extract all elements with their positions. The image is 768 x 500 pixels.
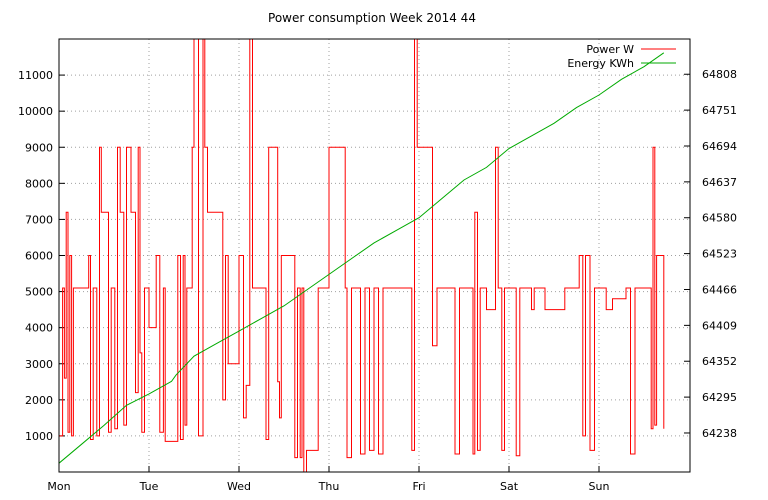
y-left-tick-label: 8000 — [25, 177, 53, 190]
x-tick-label: Thu — [318, 480, 340, 493]
y-right-tick-label: 64238 — [702, 427, 737, 440]
x-tick-label: Wed — [227, 480, 251, 493]
y-left-tick-label: 9000 — [25, 141, 53, 154]
y-right-tick-label: 64808 — [702, 68, 737, 81]
y-right-tick-label: 64523 — [702, 248, 737, 261]
y-left-tick-label: 6000 — [25, 250, 53, 263]
y-right-axis: 64238 64295 64352 64409 64466 64523 64580 64637… — [684, 68, 737, 440]
chart-title: Power consumption Week 2014 44 — [268, 11, 476, 25]
y-right-tick-label: 64580 — [702, 212, 737, 225]
y-left-tick-label: 3000 — [25, 358, 53, 371]
y-left-tick-label: 1000 — [25, 430, 53, 443]
y-right-tick-label: 64694 — [702, 140, 737, 153]
x-axis: Mon Tue Wed Thu Fri Sat Sun — [47, 466, 609, 493]
legend-label-power: Power W — [586, 43, 634, 56]
series-energy-line — [58, 52, 665, 464]
y-left-tick-label: 5000 — [25, 286, 53, 299]
y-left-tick-label: 2000 — [25, 394, 53, 407]
y-right-tick-label: 64637 — [702, 176, 737, 189]
y-right-tick-label: 64295 — [702, 391, 737, 404]
y-left-tick-label: 11000 — [18, 69, 53, 82]
y-right-tick-label: 64352 — [702, 355, 737, 368]
x-tick-label: Fri — [412, 480, 425, 493]
y-right-tick-label: 64409 — [702, 319, 737, 332]
y-left-tick-label: 4000 — [25, 322, 53, 335]
series-power-line — [59, 38, 665, 473]
y-left-tick-label: 7000 — [25, 213, 53, 226]
y-right-tick-label: 64751 — [702, 104, 737, 117]
legend: Power W Energy KWh — [567, 43, 676, 70]
plot-frame — [58, 38, 691, 473]
x-tick-label: Mon — [47, 480, 70, 493]
y-right-tick-label: 64466 — [702, 283, 737, 296]
x-tick-label: Tue — [139, 480, 159, 493]
y-left-tick-label: 10000 — [18, 105, 53, 118]
legend-label-energy: Energy KWh — [567, 57, 634, 70]
x-tick-label: Sun — [589, 480, 610, 493]
y-left-axis: 1000 2000 3000 4000 5000 6000 7000 8000 9000 1000… — [18, 69, 65, 443]
x-tick-label: Sat — [500, 480, 519, 493]
series-layer — [58, 38, 665, 473]
